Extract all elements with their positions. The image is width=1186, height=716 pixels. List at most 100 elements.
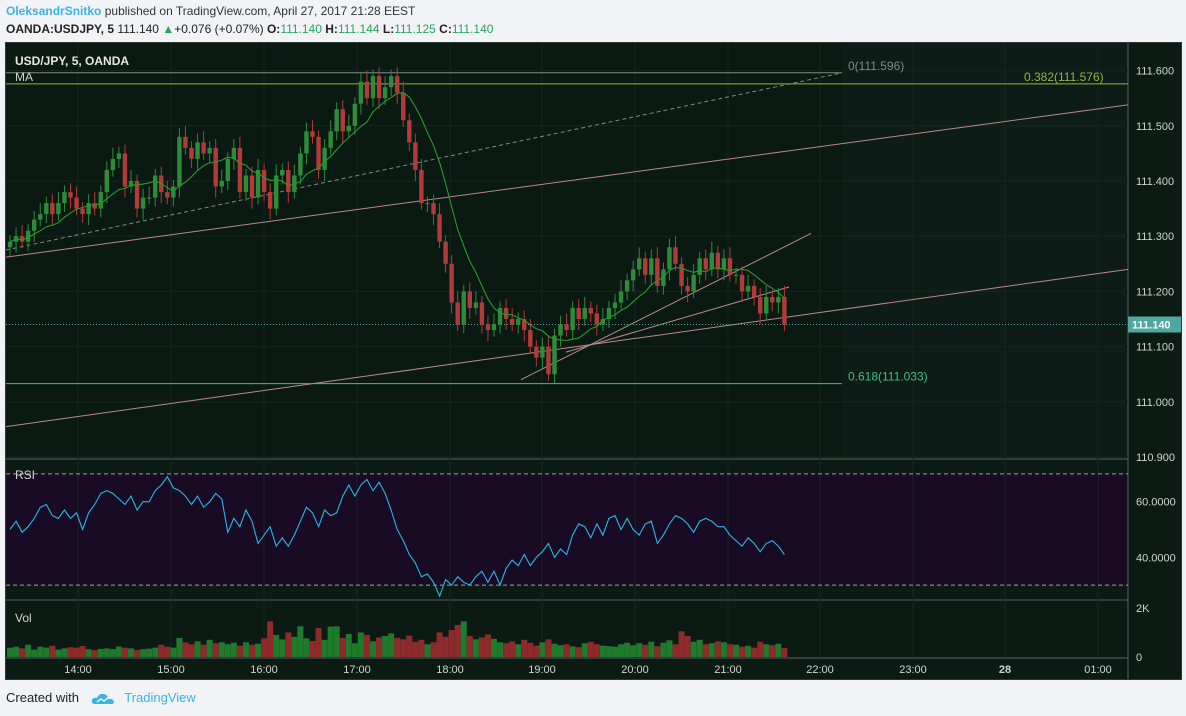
author-link[interactable]: OleksandrSnitko [6,4,102,18]
vol-label[interactable]: Vol [15,611,32,625]
chart-frame[interactable]: 0(111.596) 0.382(111.576) 0.618(111.033) 1… [5,42,1182,680]
volume-bar [43,647,50,657]
candle-body [588,307,593,314]
volume-bar [515,644,522,657]
volume-bar [146,648,153,657]
volume-bar [775,643,782,657]
candle-body [50,203,55,215]
candle-body [473,302,479,308]
volume-bar [255,643,262,657]
volume-bar [152,647,159,657]
candle-body [643,258,648,275]
close-label: C: [439,22,452,36]
candle-body [38,214,43,220]
volume-bar [370,641,376,657]
candle-body [128,181,134,187]
fib-level-label: 0.618(111.033) [848,370,928,384]
price-tick-label: 111.000 [1136,397,1174,409]
volume-bar [581,643,588,657]
volume-bar [739,646,746,657]
open-label: O: [266,22,281,36]
low-label: L: [382,22,395,36]
volume-bar [164,646,171,657]
footer: Created with TradingView [6,690,196,706]
volume-bar [357,632,364,657]
axes: 111.600 111.500 111.400 111.300 111.200 111.1… [64,66,1181,676]
channel-upper-line [5,104,1129,258]
volume-bar [297,626,304,657]
created-with-text: Created with [6,690,79,705]
fib-level-label: 0.382(111.576) [1024,70,1104,84]
volume-bar [545,639,552,657]
candle-body [249,175,255,198]
volume-bar [569,646,576,657]
chart-title: USD/JPY, 5, OANDA [15,54,129,68]
volume-bar [394,637,401,657]
time-tick-label: 22:00 [806,664,834,676]
rsi-label[interactable]: RSI [15,468,35,482]
time-tick-label: 20:00 [621,664,649,676]
candle-body [358,81,364,104]
candle-body [62,192,67,204]
candle-body [407,120,412,143]
candle-body [606,307,612,319]
candle-body [413,142,418,170]
candle-body [540,346,545,358]
volume-bar [339,637,346,657]
candle-body [340,109,345,132]
volume-bar [484,634,491,657]
volume-bar [497,642,504,657]
chart-svg[interactable]: 0(111.596) 0.382(111.576) 0.618(111.033) 1… [5,43,1181,679]
candle-body [715,252,721,270]
volume-bar [648,641,655,657]
price-tick-label: 111.400 [1136,176,1174,188]
volume-bar [333,626,340,657]
volume-bar [134,649,141,657]
volume-bar [303,638,310,657]
rsi-pane [6,473,1128,598]
candle-body [782,296,787,325]
volume-bar [702,644,709,657]
candle-body [485,324,491,331]
candle-body [534,346,539,358]
candle-body [516,319,521,325]
volume-bar [85,649,92,657]
candle-body [243,175,249,193]
vol-tick-label: 0 [1136,652,1142,664]
volume-bar [763,644,770,657]
tradingview-brand-link[interactable]: TradingView [124,690,196,705]
volume-bar [714,641,721,657]
candle-body [140,197,146,209]
candle-body [183,136,188,148]
volume-bar [200,644,207,657]
volume-bar [279,639,286,657]
candle-body [612,302,618,308]
candle-body [298,153,303,176]
candle-body [437,214,442,242]
volume-bar [121,647,128,657]
volume-bar [678,631,685,657]
candle-body [219,181,224,187]
candle-body [104,169,109,193]
volume-bar [672,644,679,657]
open-value: 111.140 [280,22,322,36]
time-tick-label: 28 [999,664,1011,676]
candle-body [382,87,388,99]
candle-body [758,296,763,314]
ma-label[interactable]: MA [15,70,33,84]
candle-body [564,324,569,331]
candle-body [667,247,672,270]
candle-body [231,147,237,159]
candle-body [703,258,708,270]
candle-body [56,203,61,215]
time-tick-label: 17:00 [343,664,371,676]
volume-bar [491,638,497,657]
volume-bar [309,641,316,657]
volume-bar [73,647,80,657]
volume-bar [400,639,407,657]
candle-body [401,92,406,121]
candle-body [697,258,702,275]
volume-bar [363,634,370,657]
volume-bar [49,645,56,657]
price-tick-label: 110.900 [1136,452,1175,464]
